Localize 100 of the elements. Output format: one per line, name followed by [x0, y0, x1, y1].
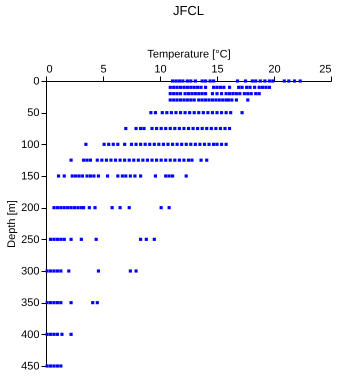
point — [172, 86, 176, 89]
point — [184, 142, 188, 146]
point — [136, 158, 140, 162]
point — [154, 111, 158, 114]
point — [180, 142, 184, 146]
point — [197, 111, 200, 114]
point — [150, 158, 154, 162]
point — [190, 92, 194, 96]
point — [84, 142, 88, 146]
point — [263, 79, 266, 83]
point — [194, 142, 197, 146]
point — [168, 126, 172, 130]
point — [165, 111, 168, 114]
point — [82, 206, 86, 210]
point — [207, 142, 211, 146]
point — [258, 92, 261, 96]
point — [139, 174, 142, 178]
point — [94, 238, 98, 241]
point — [124, 174, 128, 178]
point — [128, 206, 131, 210]
point — [223, 126, 227, 130]
point — [246, 98, 250, 102]
point — [184, 174, 188, 178]
point — [80, 238, 83, 241]
point — [96, 269, 100, 273]
y-tick-label: 50 — [27, 107, 40, 120]
point — [139, 126, 142, 130]
point — [170, 111, 173, 114]
point — [60, 332, 64, 336]
point — [191, 126, 195, 130]
point — [70, 174, 74, 178]
point — [142, 126, 146, 130]
point — [214, 98, 218, 102]
point — [70, 158, 73, 162]
point — [176, 98, 179, 102]
point — [56, 269, 59, 273]
point — [178, 111, 182, 114]
point — [242, 92, 246, 96]
point — [178, 158, 181, 162]
point — [210, 126, 213, 130]
point — [70, 332, 73, 336]
point — [128, 158, 131, 162]
point — [149, 111, 152, 114]
point — [199, 86, 203, 89]
point — [234, 92, 238, 96]
point — [174, 111, 178, 114]
x-tick-label: 15 — [211, 64, 224, 76]
point — [218, 98, 221, 102]
point — [96, 158, 99, 162]
point — [106, 174, 110, 178]
point — [192, 98, 196, 102]
point — [56, 174, 60, 178]
point — [202, 142, 206, 146]
point — [85, 158, 89, 162]
point — [192, 86, 196, 89]
point — [189, 86, 192, 89]
point — [215, 86, 219, 89]
y-tick-label: 200 — [21, 202, 40, 214]
point — [52, 238, 56, 241]
point — [212, 79, 216, 83]
point — [197, 92, 200, 96]
point — [220, 142, 224, 146]
point — [116, 142, 120, 146]
x-axis-title: Temperature [°C] — [147, 48, 231, 60]
point — [186, 126, 190, 130]
point — [207, 98, 211, 102]
point — [96, 301, 99, 304]
point — [176, 92, 179, 96]
x-tick-label: 10 — [154, 64, 167, 76]
point — [74, 174, 78, 178]
point — [170, 142, 174, 146]
point — [212, 86, 216, 89]
point — [198, 142, 202, 146]
point — [144, 142, 147, 146]
point — [56, 301, 59, 304]
point — [189, 142, 192, 146]
y-tick-label: 350 — [21, 297, 40, 310]
point — [120, 174, 124, 178]
y-axis-title: Depth [m] — [6, 200, 18, 248]
point — [186, 79, 189, 83]
point — [62, 174, 66, 178]
point — [184, 111, 187, 114]
point — [237, 86, 240, 89]
point — [72, 206, 76, 210]
x-tick-label: 0 — [46, 64, 53, 76]
point — [52, 332, 56, 336]
point — [182, 158, 186, 162]
point — [181, 79, 184, 83]
point — [46, 301, 49, 304]
point — [48, 238, 52, 241]
point — [82, 158, 86, 162]
point — [128, 269, 132, 273]
point — [59, 269, 62, 273]
point — [250, 92, 253, 96]
point — [218, 86, 222, 89]
point — [264, 86, 268, 89]
point — [172, 98, 176, 102]
point — [250, 79, 254, 83]
point — [238, 92, 242, 96]
point — [144, 238, 148, 241]
